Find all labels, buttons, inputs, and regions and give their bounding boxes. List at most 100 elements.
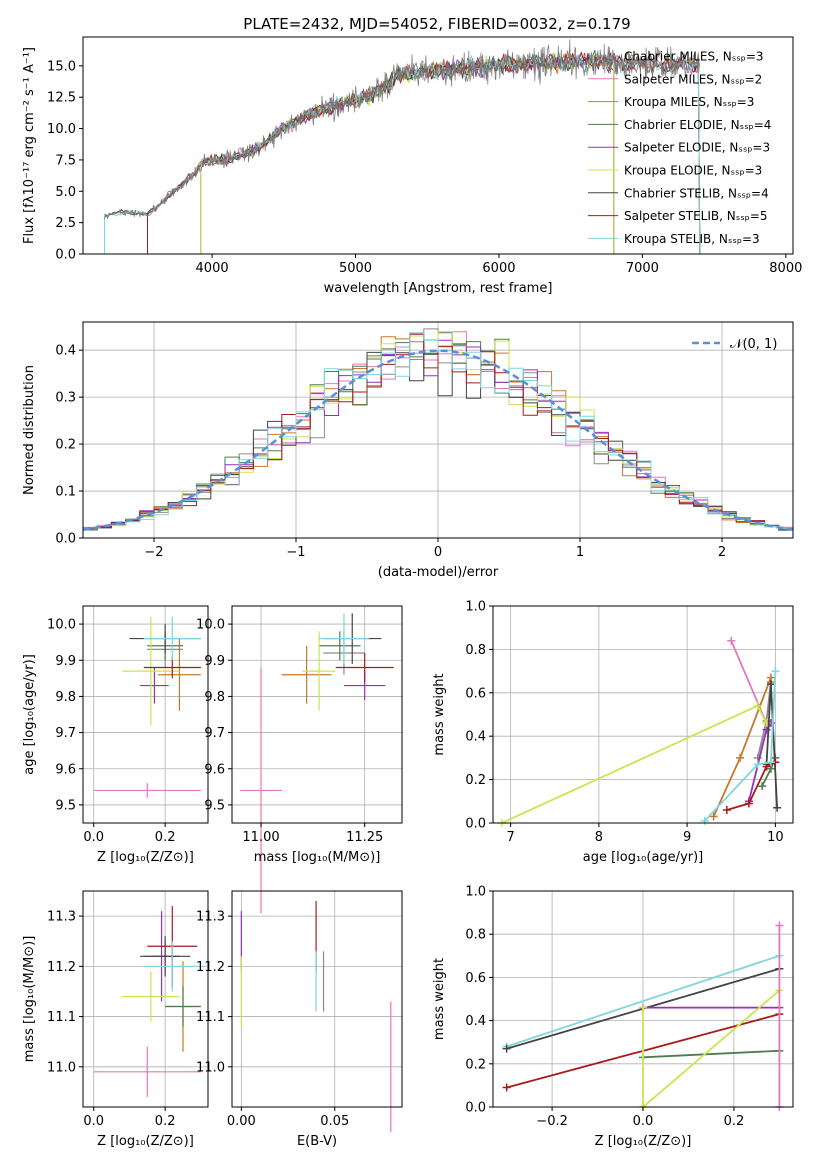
- plot-area: [104, 39, 701, 254]
- series: [497, 701, 771, 827]
- x-tick-label: 7: [507, 830, 515, 845]
- y-tick-label: 0.2: [465, 773, 486, 788]
- x-axis-label: wavelength [Angstrom, rest frame]: [324, 281, 553, 296]
- histogram-step: [83, 351, 793, 531]
- axes-frame: [231, 890, 403, 1108]
- y-tick-label: 1.0: [465, 885, 486, 900]
- legend-label: Kroupa ELODIE, Nₛₛₚ=3: [624, 164, 762, 178]
- panel-spectrum: 4000 5000 6000 7000 8000 0.0 2.5 5.0 7.5 10.0 12.5…: [22, 36, 802, 296]
- y-tick-label: 11.0: [47, 1060, 76, 1075]
- legend-label: Salpeter ELODIE, Nₛₛₚ=3: [624, 141, 770, 155]
- series-line: [704, 671, 777, 822]
- axes: 11.00 11.25 9.5 9.6 9.7 9.8 9.9 10.0 mass [log₁₀…: [196, 605, 403, 865]
- legend-label: Kroupa STELIB, Nₛₛₚ=3: [624, 232, 760, 246]
- x-tick-label: 4000: [196, 261, 229, 276]
- axes: −2 −1 0 1 2 0.0 0.1 0.2 0.3 0.4 (data-model)/error…: [22, 321, 794, 580]
- y-tick-label: 10.0: [47, 122, 76, 137]
- y-tick-label: 10.0: [47, 618, 76, 633]
- y-tick-label: 2.5: [55, 216, 76, 231]
- y-tick-label: 0.2: [55, 438, 76, 453]
- plot-area: [93, 616, 201, 798]
- y-tick-label: 0.8: [465, 643, 486, 658]
- panel-residuals: −2 −1 0 1 2 0.0 0.1 0.2 0.3 0.4 (data-model)/error…: [22, 321, 794, 580]
- y-tick-label: 0.4: [55, 344, 76, 359]
- y-axis-label: mass [log₁₀(M/M⊙)]: [22, 936, 37, 1063]
- series-line: [730, 640, 768, 724]
- x-tick-label: 1: [576, 545, 584, 560]
- point: [143, 941, 201, 992]
- y-tick-label: 0.4: [465, 730, 486, 745]
- series-line: [642, 1049, 780, 1059]
- model-line: [200, 53, 615, 254]
- y-tick-label: 9.6: [204, 762, 225, 777]
- marker: [775, 921, 784, 930]
- y-tick-label: 9.5: [55, 798, 76, 813]
- axes-frame: [82, 890, 209, 1108]
- point: [93, 783, 201, 798]
- x-axis-label: Z [log₁₀(Z/Z⊙)]: [97, 1134, 194, 1149]
- marker: [736, 753, 745, 762]
- y-tick-label: 0.0: [55, 248, 76, 263]
- point: [240, 667, 282, 914]
- x-tick-label: 2: [718, 545, 726, 560]
- y-tick-label: 0.3: [55, 391, 76, 406]
- y-tick-label: 9.9: [55, 654, 76, 669]
- marker: [766, 758, 775, 767]
- x-tick-label: 0.0: [83, 1114, 104, 1129]
- marker: [709, 812, 718, 821]
- x-axis-label: (data-model)/error: [378, 565, 499, 580]
- point: [302, 631, 336, 711]
- axes-frame: [231, 605, 403, 824]
- histogram-step: [83, 332, 793, 530]
- y-tick-label: 9.8: [204, 690, 225, 705]
- marker: [753, 760, 762, 769]
- legend-label: Chabrier ELODIE, Nₛₛₚ=4: [624, 118, 771, 132]
- x-axis-label: Z [log₁₀(Z/Z⊙)]: [97, 850, 194, 865]
- point: [319, 631, 361, 661]
- marker: [727, 636, 736, 645]
- y-tick-label: 11.2: [196, 960, 225, 975]
- point: [158, 638, 201, 711]
- y-tick-label: 7.5: [55, 153, 76, 168]
- legend-label: Chabrier MILES, Nₛₛₚ=3: [624, 50, 764, 64]
- marker: [766, 680, 775, 689]
- series: [709, 673, 775, 821]
- x-tick-label: 8: [595, 830, 603, 845]
- marker: [502, 1044, 511, 1053]
- axes-frame: [82, 36, 794, 255]
- point: [319, 613, 369, 664]
- y-tick-label: 12.5: [47, 91, 76, 106]
- x-tick-label: −1: [286, 545, 305, 560]
- legend-label: 𝒩(0, 1): [730, 337, 777, 352]
- x-tick-label: −2: [144, 545, 163, 560]
- marker: [639, 1003, 647, 1012]
- x-tick-label: 0.2: [724, 1114, 745, 1129]
- y-tick-label: 11.1: [47, 1010, 76, 1025]
- legend-label: Chabrier STELIB, Nₛₛₚ=4: [624, 186, 769, 200]
- y-tick-label: 0.6: [465, 686, 486, 701]
- marker: [753, 701, 762, 710]
- axes: 0.0 0.2 9.5 9.6 9.7 9.8 9.9 10.0 Z [log₁₀(Z/Z⊙)]…: [22, 605, 209, 865]
- data-spectrum-line: [104, 39, 700, 220]
- y-tick-label: 1.0: [465, 600, 486, 615]
- y-tick-label: 0.8: [465, 928, 486, 943]
- axes: 0.00 0.05 11.0 11.1 11.2 11.3 E(B-V): [196, 890, 403, 1149]
- figure-title: PLATE=2432, MJD=54052, FIBERID=0032, z=0…: [243, 15, 630, 33]
- x-tick-label: 0.2: [155, 1114, 176, 1129]
- y-tick-label: 0.2: [465, 1057, 486, 1072]
- y-tick-label: 0.0: [465, 817, 486, 832]
- legend-label: Salpeter STELIB, Nₛₛₚ=5: [624, 209, 768, 223]
- x-tick-label: 8000: [769, 261, 802, 276]
- x-tick-label: 0.00: [227, 1114, 256, 1129]
- x-tick-label: 9: [683, 830, 691, 845]
- plot-area: [83, 328, 793, 532]
- legend-label: Salpeter MILES, Nₛₛₚ=2: [624, 72, 762, 86]
- plot-area: [93, 906, 201, 1097]
- y-tick-label: 0.6: [465, 971, 486, 986]
- x-tick-label: 11.25: [346, 830, 383, 845]
- point: [140, 667, 169, 704]
- panel-mass-EBV: 0.00 0.05 11.0 11.1 11.2 11.3 E(B-V): [196, 890, 403, 1149]
- legend-label: Kroupa MILES, Nₛₛₚ=3: [624, 95, 754, 109]
- y-tick-label: 11.1: [196, 1010, 225, 1025]
